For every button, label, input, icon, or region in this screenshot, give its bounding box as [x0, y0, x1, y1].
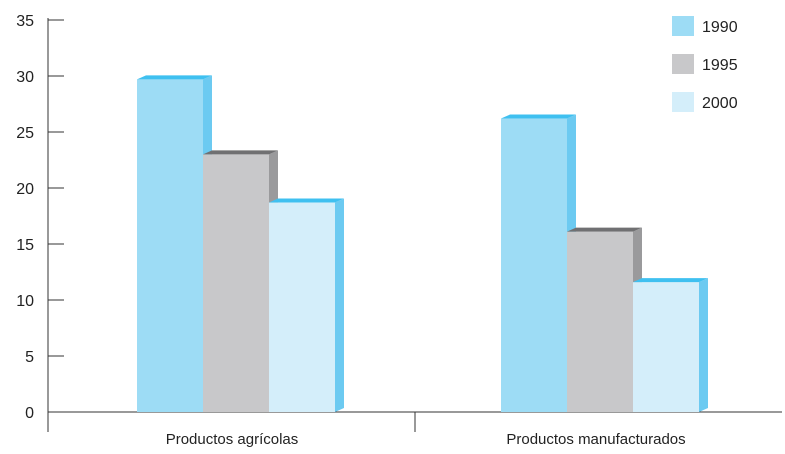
bar-top: [137, 75, 212, 80]
legend-swatch: [672, 92, 694, 112]
legend-item: 1990: [672, 16, 738, 36]
x-category-label: Productos agrícolas: [166, 431, 299, 448]
bar-top: [501, 114, 576, 119]
bar-front: [633, 282, 699, 412]
legend-item: 2000: [672, 92, 738, 112]
y-tick-label: 30: [16, 69, 34, 86]
y-tick-label: 25: [16, 125, 34, 142]
bar: [567, 227, 642, 412]
bar-front: [501, 118, 567, 412]
legend-label: 1995: [702, 57, 738, 74]
legend: 1990 1995 2000: [672, 16, 738, 112]
bar-top: [633, 278, 708, 283]
y-axis: 0 5 10 15 20 25 30 35: [16, 13, 64, 432]
bar: [203, 150, 278, 412]
bar: [269, 198, 344, 412]
legend-swatch: [672, 16, 694, 36]
bar-front: [137, 79, 203, 413]
y-tick-label: 35: [16, 13, 34, 30]
bar-top: [567, 227, 642, 232]
bar-front: [203, 154, 269, 412]
bar: [137, 75, 212, 413]
bar-side: [335, 198, 344, 412]
y-tick-label: 5: [25, 349, 34, 366]
bar: [633, 278, 708, 412]
legend-label: 2000: [702, 95, 738, 112]
x-category-label: Productos manufacturados: [506, 431, 685, 448]
bar-top: [203, 150, 278, 155]
x-axis: Productos agrícolas Productos manufactura…: [48, 411, 782, 448]
bar-top: [269, 198, 344, 203]
bar-front: [567, 231, 633, 412]
y-tick-label: 20: [16, 181, 34, 198]
legend-label: 1990: [702, 19, 738, 36]
y-tick-label: 0: [25, 405, 34, 422]
y-tick-label: 10: [16, 293, 34, 310]
legend-swatch: [672, 54, 694, 74]
bar-side: [699, 278, 708, 412]
bars: [137, 75, 708, 413]
y-tick-label: 15: [16, 237, 34, 254]
bar-front: [269, 202, 335, 412]
bar: [501, 114, 576, 412]
legend-item: 1995: [672, 54, 738, 74]
